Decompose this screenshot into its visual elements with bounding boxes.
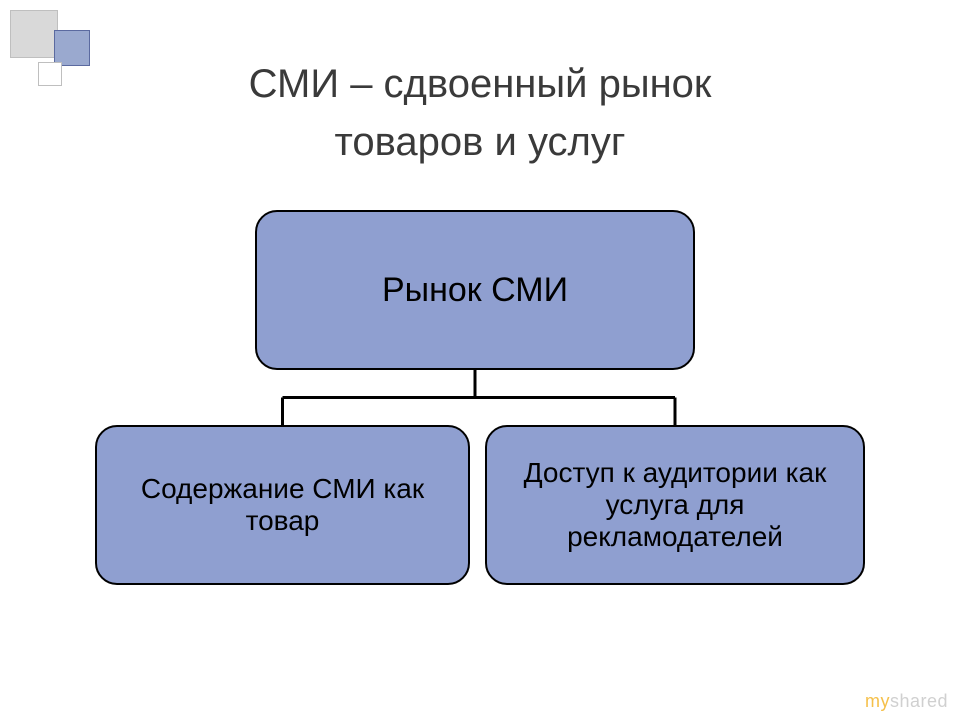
title-line-1: СМИ – сдвоенный рынок [249,62,712,106]
watermark: myshared [865,691,948,712]
slide-title: СМИ – сдвоенный рынок товаров и услуг [0,55,960,171]
title-line-2: товаров и услуг [335,120,626,164]
watermark-prefix: my [865,691,890,711]
node-root-label: Рынок СМИ [382,271,568,310]
deco-square-big [10,10,58,58]
node-root: Рынок СМИ [255,210,695,370]
node-left: Содержание СМИ как товар [95,425,470,585]
watermark-rest: shared [890,691,948,711]
node-right-label: Доступ к аудитории как услуга для реклам… [501,457,849,553]
node-right: Доступ к аудитории как услуга для реклам… [485,425,865,585]
node-left-label: Содержание СМИ как товар [111,473,454,537]
